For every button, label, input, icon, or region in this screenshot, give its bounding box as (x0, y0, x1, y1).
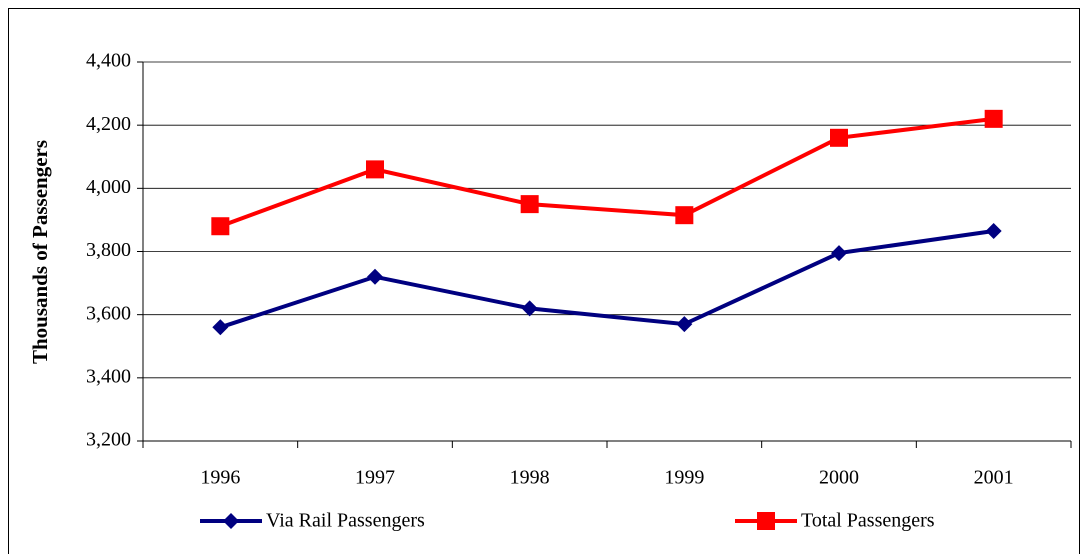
x-tick-label: 1997 (355, 467, 395, 489)
y-tick-label: 3,200 (86, 429, 131, 451)
x-tick-label: 1998 (510, 467, 550, 489)
data-point (985, 222, 1002, 239)
x-tick-label: 2001 (974, 467, 1014, 489)
y-tick-label: 4,200 (86, 113, 131, 135)
data-point (830, 128, 848, 147)
data-point (211, 217, 230, 236)
data-point (676, 316, 693, 333)
data-point (984, 109, 1003, 128)
legend-marker (223, 513, 239, 529)
series-line (219, 228, 994, 330)
chart-border (8, 8, 1080, 554)
data-point (366, 160, 384, 179)
y-tick-label: 4,000 (86, 176, 131, 198)
y-tick-label: 3,800 (86, 239, 131, 261)
y-axis-label: Thousands of Passengers (28, 140, 52, 364)
x-tick-label: 1996 (200, 467, 240, 489)
x-tick-label: 1999 (664, 467, 704, 489)
y-tick-label: 3,400 (86, 365, 131, 387)
legend-label: Via Rail Passengers (266, 510, 425, 532)
y-tick-label: 4,400 (86, 50, 131, 72)
x-tick-label: 2000 (819, 467, 859, 489)
legend-label: Total Passengers (801, 510, 935, 532)
data-point (367, 268, 383, 285)
data-point (212, 319, 229, 336)
data-point (675, 206, 694, 225)
data-point (521, 300, 538, 317)
legend-marker (757, 512, 775, 530)
y-tick-label: 3,600 (86, 302, 131, 324)
data-point (831, 245, 847, 262)
series-line (219, 116, 994, 229)
data-point (520, 195, 539, 214)
